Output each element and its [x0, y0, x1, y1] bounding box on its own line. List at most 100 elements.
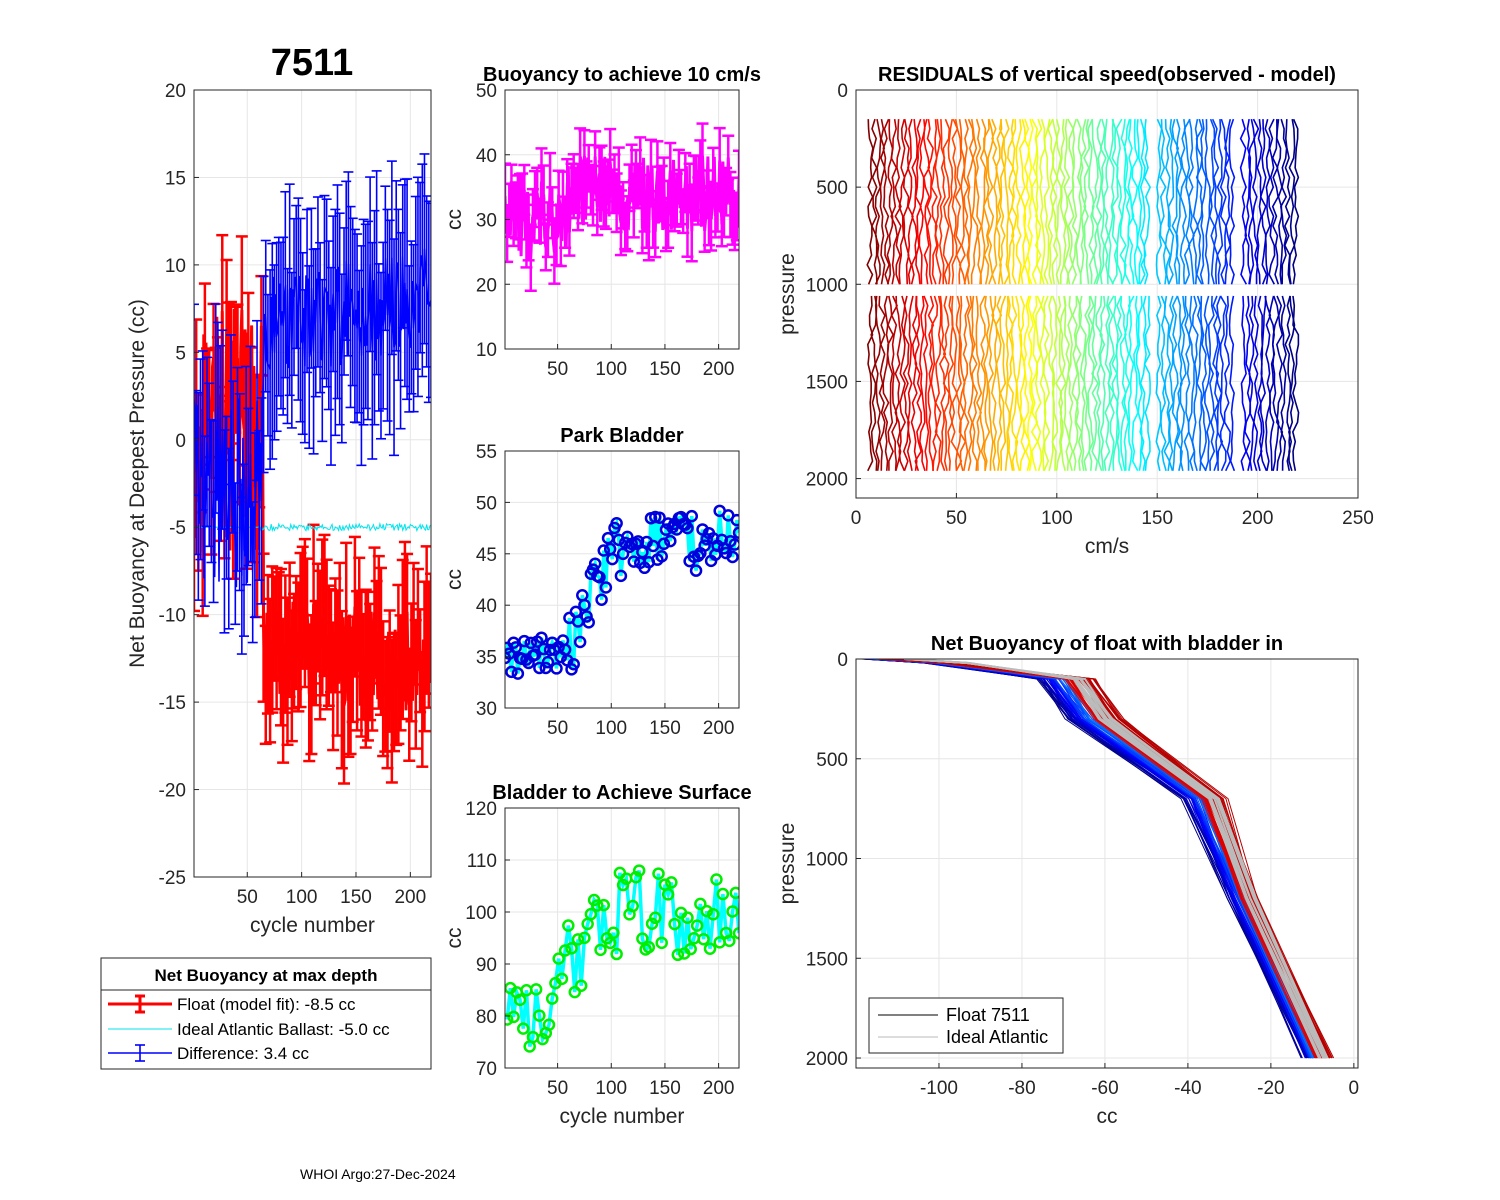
park-marker	[528, 648, 542, 661]
y-tick-label: 50	[476, 81, 497, 102]
residual-profile-line	[1175, 295, 1183, 471]
park-marker	[588, 557, 602, 570]
y-tick-label: 10	[165, 256, 186, 277]
axes-decor: 50 100 150 200 30 35 40 45 50 55 Park Bladder cc	[443, 425, 740, 739]
park-marker	[524, 636, 538, 650]
y-tick-label: 1000	[806, 275, 848, 296]
residual-profile-line	[1215, 295, 1224, 471]
residual-profile-line	[942, 295, 950, 471]
surface-marker	[607, 926, 620, 940]
surface-marker	[597, 898, 611, 912]
residual-profile-line	[1164, 119, 1172, 285]
surface-marker	[671, 948, 685, 962]
residual-profile-line	[1026, 295, 1034, 471]
residual-profile-line	[1244, 119, 1252, 285]
x-tick-label: 200	[703, 359, 735, 380]
park-marker	[657, 537, 671, 551]
residual-profile-line	[1155, 118, 1163, 285]
surface-marker	[555, 972, 569, 986]
residual-profile-line	[1228, 295, 1236, 472]
residual-profile-line	[1252, 118, 1260, 285]
residual-profile-line	[958, 119, 967, 285]
y-tick-label: 0	[837, 81, 848, 102]
surface-marker	[726, 905, 739, 918]
residual-profile-line	[1123, 295, 1131, 471]
park-marker	[636, 545, 649, 559]
residuals-chart: 0 50 100 150 200 250 0 500 1000 1500 2000 RESIDUALS…	[776, 64, 1374, 558]
residual-profile-line	[1043, 118, 1051, 285]
residual-profile-line	[1087, 118, 1095, 285]
residual-profile-line	[1111, 295, 1119, 471]
surface-marker	[729, 886, 739, 900]
residual-profile-line	[1071, 295, 1079, 471]
y-tick-label: 1500	[806, 949, 848, 970]
residual-profile-line	[1091, 295, 1099, 471]
x-tick-label: 50	[547, 718, 568, 739]
residual-profile-line	[1071, 118, 1079, 285]
surface-marker	[661, 888, 675, 901]
plot-content	[861, 659, 1335, 1059]
residual-profile-line	[1018, 118, 1027, 285]
y-tick-label: 20	[476, 275, 497, 296]
chart-title: Net Buoyancy of float with bladder in	[931, 633, 1283, 655]
net-buoyancy-profile-chart: -100 -80 -60 -40 -20 0 0 500 1000 1500 2000 Net Buo…	[776, 633, 1359, 1128]
residual-profile-line	[1127, 119, 1135, 285]
residual-profile-line	[1019, 295, 1026, 471]
residual-profile-line	[962, 295, 971, 471]
park-marker	[535, 631, 548, 644]
plot-content	[505, 122, 739, 293]
residual-profile-line	[910, 295, 918, 471]
x-tick-label: 250	[1342, 508, 1374, 529]
residual-profile-line	[1115, 118, 1123, 285]
surface-marker	[649, 911, 662, 925]
residual-profile-line	[1208, 118, 1216, 285]
residual-profile-line	[1131, 119, 1139, 285]
x-tick-label: 150	[649, 718, 681, 739]
surface-marker	[552, 952, 565, 965]
residual-profile-line	[1259, 295, 1268, 472]
residual-profile-line	[1047, 118, 1055, 285]
residual-profile-line	[1063, 119, 1071, 285]
surface-marker	[571, 933, 585, 946]
residual-profile-line	[1271, 119, 1280, 285]
residual-profile-line	[1223, 295, 1232, 472]
park-marker	[505, 647, 516, 660]
residual-profile-line	[951, 118, 959, 285]
park-marker	[599, 581, 613, 594]
surface-marker	[594, 943, 607, 957]
x-tick-label: 50	[946, 508, 967, 529]
residual-profile-line	[1256, 119, 1263, 285]
residual-profile-line	[955, 295, 963, 472]
residual-profile-line	[1075, 118, 1083, 285]
residual-profile-line	[966, 118, 975, 285]
residual-profile-line	[1107, 295, 1115, 471]
residual-profile-line	[1083, 295, 1091, 471]
residual-profile-line	[1239, 118, 1248, 285]
x-tick-label: 50	[547, 359, 568, 380]
surface-marker	[697, 932, 710, 946]
park-marker	[509, 641, 522, 654]
residual-profile-line	[975, 295, 983, 471]
park-marker	[573, 635, 587, 649]
surface-marker	[706, 908, 720, 921]
residual-profile-line	[894, 295, 902, 472]
surface-marker	[578, 931, 591, 945]
residual-profile-line	[1010, 119, 1018, 285]
residual-profile-line	[922, 295, 930, 471]
residual-profile-line	[1179, 119, 1187, 285]
residual-profile-line	[1115, 295, 1123, 472]
residual-profile-line	[1099, 295, 1106, 471]
park-marker	[627, 555, 641, 568]
axes-decor: 50 100 150 200 -25 -20 -15 -10 -5 0 5 10 15 20 cycle n…	[126, 81, 432, 937]
surface-marker	[545, 992, 559, 1005]
surface-marker	[642, 940, 656, 954]
park-marker	[541, 655, 555, 669]
surface-marker	[584, 907, 598, 921]
x-tick-label: 150	[649, 359, 681, 380]
y-tick-label: 35	[476, 648, 497, 669]
x-tick-label: 150	[1141, 508, 1173, 529]
x-tick-label: 100	[286, 887, 318, 908]
residual-profile-line	[886, 119, 894, 285]
y-axis-label: pressure	[776, 823, 799, 905]
surface-marker	[574, 979, 588, 992]
